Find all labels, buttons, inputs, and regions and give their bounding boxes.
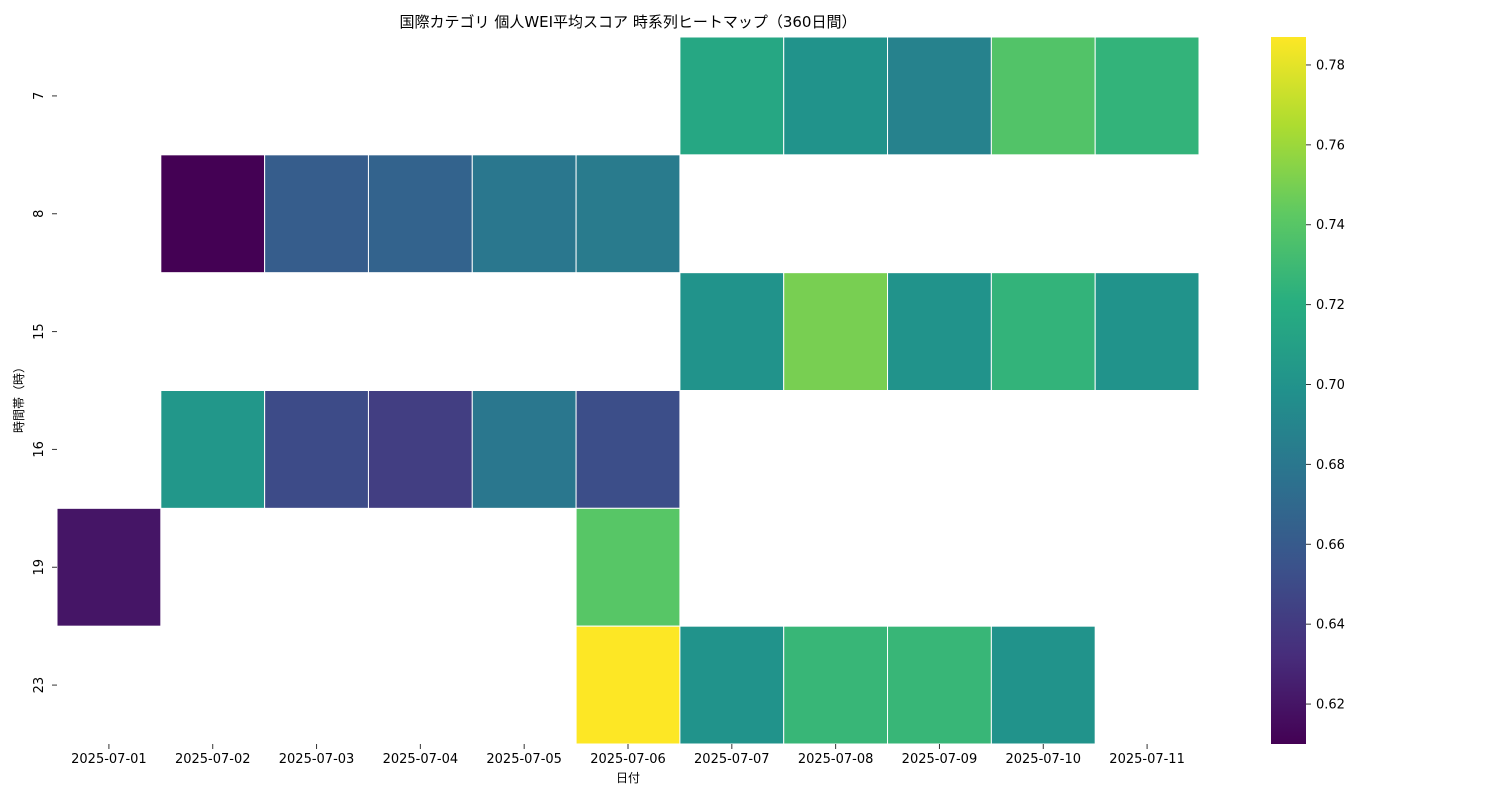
y-tick-label: 16 [32, 441, 47, 458]
y-tick-label: 15 [32, 323, 47, 340]
x-tick-label: 2025-07-02 [175, 752, 251, 767]
colorbar-tick-label: 0.62 [1316, 698, 1345, 713]
colorbar [1271, 37, 1306, 744]
heatmap-cell [160, 154, 266, 274]
y-tick-label: 8 [32, 210, 47, 218]
x-tick-label: 2025-07-11 [1109, 752, 1185, 767]
x-tick-label: 2025-07-01 [71, 752, 147, 767]
heatmap-cell [783, 625, 889, 745]
colorbar-tick-label: 0.70 [1316, 378, 1345, 393]
heatmap-cell [783, 36, 889, 156]
x-tick-label: 2025-07-04 [383, 752, 459, 767]
x-tick-label: 2025-07-03 [279, 752, 355, 767]
heatmap-cell [887, 36, 992, 156]
heatmap-cell [575, 154, 681, 274]
heatmap-cell [1094, 36, 1200, 156]
x-tick-label: 2025-07-06 [590, 752, 666, 767]
colorbar-tick-label: 0.66 [1316, 538, 1345, 553]
colorbar-tick-label: 0.76 [1316, 138, 1345, 153]
colorbar-tick-label: 0.64 [1316, 618, 1345, 633]
heatmap-cell [575, 507, 681, 627]
colorbar-tick-label: 0.74 [1316, 218, 1345, 233]
heatmap-cell [679, 272, 785, 391]
x-axis-ticks: 2025-07-01 2025-07-02 2025-07-03 2025-07-04… [71, 744, 1185, 767]
x-tick-label: 2025-07-09 [902, 752, 978, 767]
heatmap-cell [679, 36, 785, 156]
heatmap-cell [1094, 272, 1200, 391]
heatmap-cell [264, 154, 369, 274]
y-tick-label: 7 [32, 92, 47, 100]
heatmap-cell [471, 390, 577, 509]
heatmap-cell [575, 625, 681, 745]
heatmap-cell [160, 390, 266, 509]
heatmap-cell [264, 390, 369, 509]
y-axis-ticks: 7 8 15 16 19 23 [32, 92, 57, 694]
x-tick-label: 2025-07-10 [1005, 752, 1081, 767]
colorbar-tick-label: 0.78 [1316, 58, 1345, 73]
heatmap-cell [367, 390, 473, 509]
x-tick-label: 2025-07-08 [798, 752, 874, 767]
colorbar-ticks: 0.62 0.64 0.66 0.68 0.70 0.72 0.74 0.76 0.78 [1306, 58, 1345, 713]
heatmap-cell [679, 625, 785, 745]
x-tick-label: 2025-07-07 [694, 752, 770, 767]
heatmap-cell [887, 625, 992, 745]
colorbar-tick-label: 0.72 [1316, 298, 1345, 313]
heatmap-cell [990, 272, 1096, 391]
y-axis-label: 時間帯（時） [12, 361, 26, 433]
x-axis-label: 日付 [616, 771, 640, 785]
chart-title: 国際カテゴリ 個人WEI平均スコア 時系列ヒートマップ（360日間） [400, 13, 857, 31]
colorbar-tick-label: 0.68 [1316, 458, 1345, 473]
y-tick-label: 23 [32, 677, 47, 694]
y-tick-label: 19 [32, 559, 47, 576]
heatmap-cell [575, 390, 681, 509]
heatmap-cell [783, 272, 889, 391]
heatmap-cell [471, 154, 577, 274]
heatmap-cell [56, 507, 162, 627]
heatmap-cell [367, 154, 473, 274]
heatmap-cell [990, 625, 1096, 745]
heatmap-cell [887, 272, 992, 391]
heatmap-cell [990, 36, 1096, 156]
x-tick-label: 2025-07-05 [486, 752, 562, 767]
heatmap-cells [56, 36, 1200, 745]
